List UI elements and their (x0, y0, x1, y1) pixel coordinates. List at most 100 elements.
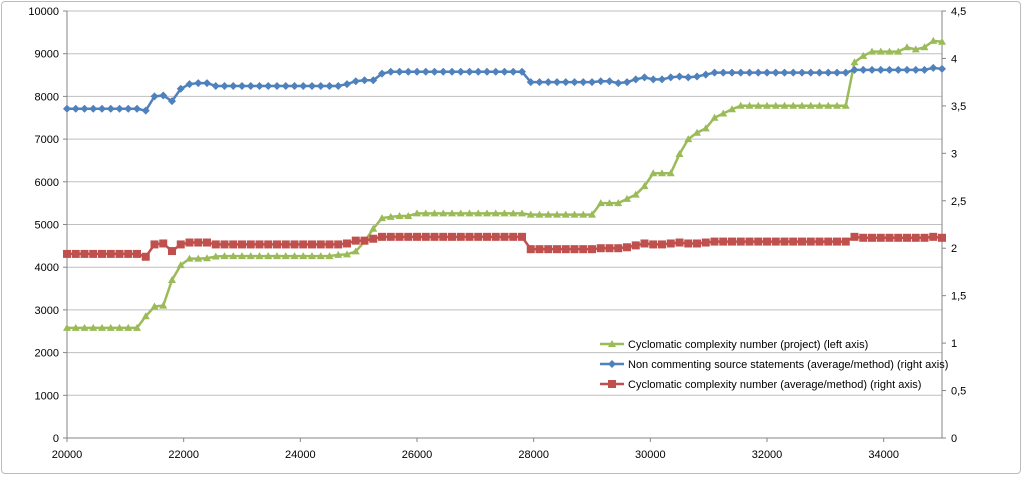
data-point (255, 81, 264, 90)
data-point (430, 67, 439, 76)
y-tick-label: 9000 (35, 49, 59, 61)
data-point (938, 233, 946, 242)
data-point (89, 249, 98, 258)
legend-marker (608, 360, 616, 368)
data-point (238, 240, 246, 249)
data-point (63, 249, 71, 258)
data-point (526, 245, 535, 254)
data-point (483, 232, 491, 241)
data-point (133, 323, 141, 331)
data-point (736, 68, 745, 77)
data-point (448, 209, 456, 217)
data-point (911, 233, 920, 242)
data-point (395, 232, 404, 241)
data-point (535, 78, 544, 87)
data-point (570, 210, 579, 218)
data-point (780, 101, 789, 109)
data-point (404, 67, 413, 76)
data-point (413, 232, 421, 241)
data-point (745, 68, 754, 77)
data-point (614, 199, 623, 207)
data-point (920, 43, 929, 51)
data-point (614, 244, 623, 253)
data-point (544, 78, 553, 87)
data-point (211, 252, 220, 260)
x-tick-label: 28000 (518, 449, 549, 461)
y-tick-label: 1000 (35, 390, 59, 402)
data-point (421, 209, 430, 217)
data-point (806, 101, 815, 109)
x-tick-label: 24000 (285, 449, 316, 461)
data-point (929, 63, 938, 72)
data-point (684, 73, 693, 82)
data-point (806, 68, 815, 77)
data-point (124, 104, 133, 113)
y-tick-label: 3000 (35, 305, 59, 317)
data-point (579, 78, 588, 87)
data-point (763, 68, 771, 77)
data-point (220, 252, 229, 260)
data-point (570, 245, 579, 254)
data-point (211, 81, 220, 90)
y2-tick-label: 1,5 (951, 291, 966, 303)
data-point (71, 249, 80, 258)
data-point (465, 67, 474, 76)
data-point (894, 65, 903, 74)
data-point (141, 252, 150, 261)
data-point (868, 233, 876, 242)
data-point (176, 84, 185, 93)
data-point (246, 252, 255, 260)
data-point (596, 244, 605, 253)
data-point (500, 67, 509, 76)
data-point (640, 239, 649, 248)
y2-tick-label: 1 (951, 338, 957, 350)
data-point (500, 209, 509, 217)
data-point (378, 69, 386, 78)
data-point (631, 75, 640, 84)
data-point (929, 232, 938, 241)
data-point (325, 252, 334, 260)
data-point (351, 247, 360, 255)
data-point (421, 67, 430, 76)
data-point (588, 78, 596, 87)
data-point (413, 209, 421, 217)
data-point (623, 78, 631, 87)
data-point (623, 243, 631, 252)
data-point (544, 245, 553, 254)
data-point (483, 209, 491, 217)
data-point (273, 240, 281, 249)
data-point (526, 210, 535, 218)
data-point (561, 210, 570, 218)
data-point (141, 312, 150, 320)
data-point (658, 75, 666, 84)
data-point (316, 240, 325, 249)
data-point (894, 47, 903, 55)
data-point (815, 68, 824, 77)
y-tick-label: 4000 (35, 262, 59, 274)
data-point (71, 323, 80, 331)
data-point (903, 233, 911, 242)
data-point (588, 210, 596, 218)
data-point (903, 65, 911, 74)
data-point (780, 237, 789, 246)
data-point (535, 210, 544, 218)
data-point (168, 97, 176, 106)
data-point (491, 232, 500, 241)
data-point (246, 240, 255, 249)
x-tick-label: 34000 (868, 449, 899, 461)
data-point (841, 237, 850, 246)
data-point (719, 109, 728, 117)
x-tick-label: 22000 (168, 449, 199, 461)
data-point (325, 240, 334, 249)
data-point (789, 237, 798, 246)
data-point (509, 67, 518, 76)
data-point (666, 73, 675, 82)
data-point (106, 323, 115, 331)
x-tick-label: 30000 (635, 449, 666, 461)
data-point (754, 237, 763, 246)
data-point (316, 81, 325, 90)
data-point (308, 240, 316, 249)
data-point (159, 301, 168, 309)
data-point (474, 232, 483, 241)
data-point (701, 124, 710, 132)
